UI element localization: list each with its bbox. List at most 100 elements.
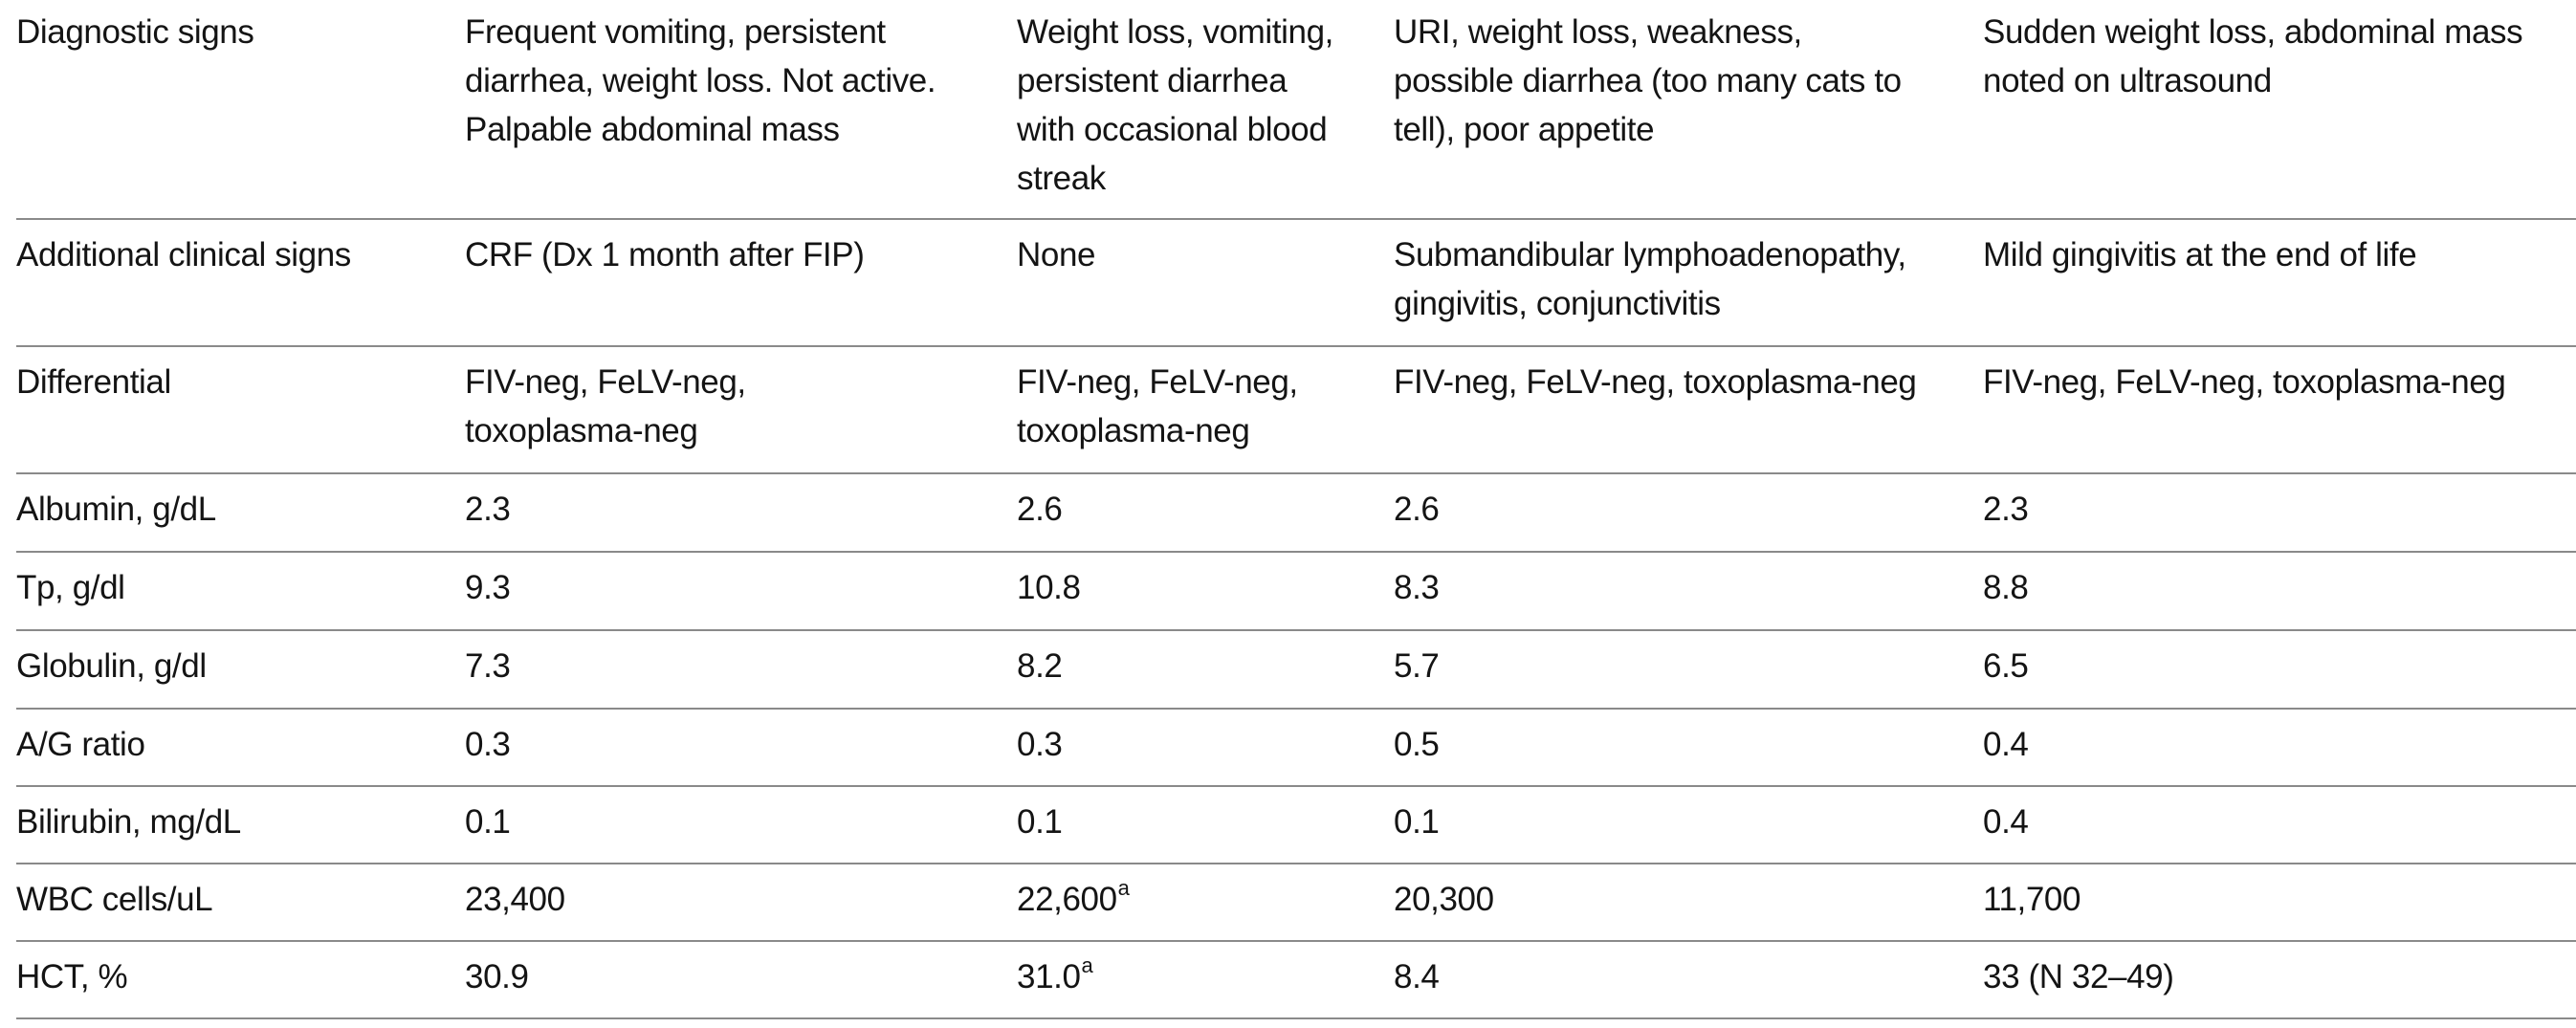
table-cell: 0.3 bbox=[1017, 710, 1394, 785]
table-row: Albumin, g/dL 2.3 2.6 2.6 2.3 bbox=[16, 474, 2576, 553]
cell-text-line: Frequent vomiting, persistent bbox=[465, 8, 1017, 56]
footnote-marker: a bbox=[1081, 953, 1093, 978]
cell-text-line: Palpable abdominal mass bbox=[465, 105, 1017, 154]
cell-text-line: FIV-neg, FeLV-neg, bbox=[465, 358, 1017, 406]
cell-text: possible diarrhea (too many cats to bbox=[1394, 62, 1902, 99]
cell-text: toxoplasma-neg bbox=[1017, 412, 1250, 449]
cell-text-line: 0.4 bbox=[1983, 798, 2576, 846]
cell-text: FIV-neg, FeLV-neg, bbox=[1017, 363, 1298, 401]
cell-text: 0.4 bbox=[1983, 803, 2029, 841]
cell-text-line: diarrhea, weight loss. Not active. bbox=[465, 56, 1017, 105]
cell-text: 0.3 bbox=[1017, 726, 1063, 763]
clinical-data-table: Diagnostic signs Frequent vomiting, persi… bbox=[16, 0, 2576, 1019]
cell-text-line: possible diarrhea (too many cats to bbox=[1394, 56, 1983, 105]
cell-text: toxoplasma-neg bbox=[465, 412, 698, 449]
table-cell: 20,300 bbox=[1394, 864, 1983, 940]
table-cell: None bbox=[1017, 220, 1394, 345]
table-cell: 0.5 bbox=[1394, 710, 1983, 785]
cell-text: URI, weight loss, weakness, bbox=[1394, 13, 1802, 51]
cell-text-line: 0.3 bbox=[465, 720, 1017, 769]
cell-text-line: 10.8 bbox=[1017, 563, 1394, 612]
table-row: HCT, % 30.9 31.0a 8.4 33 (N 32–49) bbox=[16, 942, 2576, 1019]
footnote-marker: a bbox=[1117, 876, 1130, 901]
cell-text-line: 0.5 bbox=[1394, 720, 1983, 769]
table-cell: 6.5 bbox=[1983, 631, 2576, 708]
cell-text-line: streak bbox=[1017, 154, 1394, 203]
cell-text: 6.5 bbox=[1983, 647, 2029, 685]
row-label: Albumin, g/dL bbox=[16, 491, 216, 528]
cell-text-line: 11,700 bbox=[1983, 875, 2576, 924]
table-cell: FIV-neg, FeLV-neg, toxoplasma-neg bbox=[1017, 347, 1394, 472]
table-cell: URI, weight loss, weakness, possible diar… bbox=[1394, 0, 1983, 218]
table-row: Tp, g/dl 9.3 10.8 8.3 8.8 bbox=[16, 553, 2576, 631]
cell-text: Weight loss, vomiting, bbox=[1017, 13, 1333, 51]
cell-text: Mild gingivitis at the end of life bbox=[1983, 236, 2417, 273]
table-cell: 0.4 bbox=[1983, 710, 2576, 785]
table-cell: 2.3 bbox=[465, 474, 1017, 551]
table-cell: Sudden weight loss, abdominal mass noted … bbox=[1983, 0, 2576, 218]
cell-text: 10.8 bbox=[1017, 569, 1081, 606]
cell-text-line: 2.3 bbox=[1983, 485, 2576, 534]
table-row: Differential FIV-neg, FeLV-neg, toxoplasma… bbox=[16, 347, 2576, 474]
cell-text: with occasional blood bbox=[1017, 111, 1328, 148]
cell-text-line: Sudden weight loss, abdominal mass bbox=[1983, 8, 2576, 56]
cell-text: 0.1 bbox=[1017, 803, 1063, 841]
table-cell: 0.1 bbox=[1394, 787, 1983, 863]
cell-text: persistent diarrhea bbox=[1017, 62, 1288, 99]
cell-text-line: FIV-neg, FeLV-neg, bbox=[1017, 358, 1394, 406]
cell-text: 23,400 bbox=[465, 881, 565, 918]
cell-text-line: 31.0a bbox=[1017, 952, 1394, 1001]
cell-text-line: 2.6 bbox=[1017, 485, 1394, 534]
table-cell: Mild gingivitis at the end of life bbox=[1983, 220, 2576, 345]
table-cell: 5.7 bbox=[1394, 631, 1983, 708]
table-cell: 0.3 bbox=[465, 710, 1017, 785]
table-cell: 9.3 bbox=[465, 553, 1017, 629]
table-cell: 11,700 bbox=[1983, 864, 2576, 940]
cell-text: 0.4 bbox=[1983, 726, 2029, 763]
table-cell: 8.3 bbox=[1394, 553, 1983, 629]
cell-text-line: 2.3 bbox=[465, 485, 1017, 534]
cell-text: CRF (Dx 1 month after FIP) bbox=[465, 236, 865, 273]
table-cell: 10.8 bbox=[1017, 553, 1394, 629]
table-row: Bilirubin, mg/dL 0.1 0.1 0.1 0.4 bbox=[16, 787, 2576, 864]
cell-text-line: CRF (Dx 1 month after FIP) bbox=[465, 230, 1017, 279]
cell-text-line: 0.1 bbox=[465, 798, 1017, 846]
cell-text-line: 30.9 bbox=[465, 952, 1017, 1001]
row-label: A/G ratio bbox=[16, 726, 145, 763]
table-cell: 23,400 bbox=[465, 864, 1017, 940]
table-row: A/G ratio 0.3 0.3 0.5 0.4 bbox=[16, 710, 2576, 787]
cell-text-line: Weight loss, vomiting, bbox=[1017, 8, 1394, 56]
row-label: Diagnostic signs bbox=[16, 13, 254, 51]
table-row: Additional clinical signs CRF (Dx 1 month… bbox=[16, 220, 2576, 347]
cell-text: None bbox=[1017, 236, 1096, 273]
row-label: Differential bbox=[16, 363, 171, 401]
table-cell: 0.4 bbox=[1983, 787, 2576, 863]
table-cell: 2.6 bbox=[1017, 474, 1394, 551]
cell-text: FIV-neg, FeLV-neg, bbox=[465, 363, 746, 401]
table-cell: CRF (Dx 1 month after FIP) bbox=[465, 220, 1017, 345]
table-cell: FIV-neg, FeLV-neg, toxoplasma-neg bbox=[1983, 347, 2576, 472]
row-label: Globulin, g/dl bbox=[16, 647, 207, 685]
cell-text: 9.3 bbox=[465, 569, 511, 606]
table-cell: FIV-neg, FeLV-neg, toxoplasma-neg bbox=[465, 347, 1017, 472]
cell-text-line: toxoplasma-neg bbox=[465, 406, 1017, 455]
cell-text: tell), poor appetite bbox=[1394, 111, 1655, 148]
cell-text: 0.1 bbox=[465, 803, 511, 841]
cell-text-line: 6.5 bbox=[1983, 642, 2576, 690]
table-cell: 33 (N 32–49) bbox=[1983, 942, 2576, 1017]
cell-text-line: FIV-neg, FeLV-neg, toxoplasma-neg bbox=[1983, 358, 2576, 406]
row-label: HCT, % bbox=[16, 958, 128, 995]
cell-text: FIV-neg, FeLV-neg, toxoplasma-neg bbox=[1983, 363, 2506, 401]
table-cell: 8.8 bbox=[1983, 553, 2576, 629]
cell-text: 2.3 bbox=[1983, 491, 2029, 528]
row-label: Tp, g/dl bbox=[16, 569, 125, 606]
cell-text-line: 5.7 bbox=[1394, 642, 1983, 690]
table-cell: 8.4 bbox=[1394, 942, 1983, 1017]
table-cell: Weight loss, vomiting, persistent diarrhe… bbox=[1017, 0, 1394, 218]
row-label: Bilirubin, mg/dL bbox=[16, 803, 241, 841]
cell-text-line: 8.2 bbox=[1017, 642, 1394, 690]
cell-text: FIV-neg, FeLV-neg, toxoplasma-neg bbox=[1394, 363, 1917, 401]
row-label: WBC cells/uL bbox=[16, 881, 213, 918]
cell-text-line: 8.8 bbox=[1983, 563, 2576, 612]
cell-text-line: Mild gingivitis at the end of life bbox=[1983, 230, 2576, 279]
